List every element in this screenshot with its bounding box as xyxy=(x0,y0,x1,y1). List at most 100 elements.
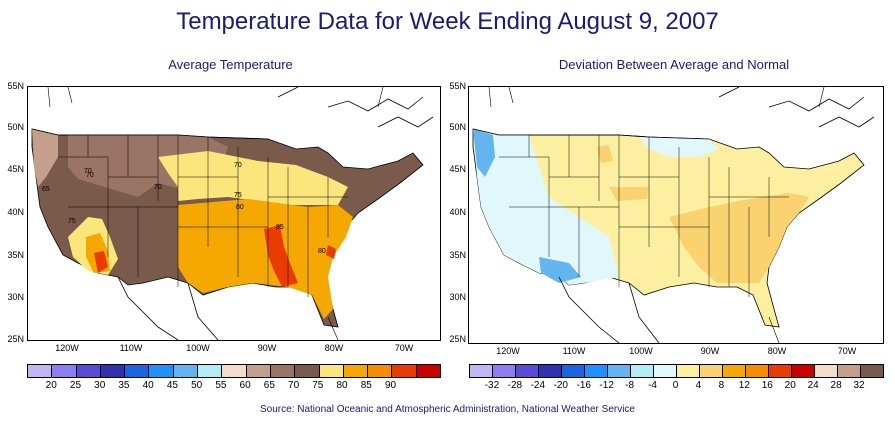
right-legend-swatch xyxy=(654,365,677,377)
mexico-outline xyxy=(117,276,219,340)
right-legend-label: 0 xyxy=(672,380,679,391)
right-lon-label-110w: 110W xyxy=(562,346,586,356)
left-lon-label-90w: 90W xyxy=(257,343,277,353)
right-lat-label-55n: 55N xyxy=(449,81,466,91)
right-lon-label-100w: 100W xyxy=(629,346,653,356)
contour-label-65: 65 xyxy=(42,186,50,193)
left-legend-swatch xyxy=(368,365,393,377)
left-legend-swatch xyxy=(270,365,296,377)
left-legend-swatch xyxy=(149,365,174,377)
southwest-red-region xyxy=(94,251,108,273)
left-legend-swatch xyxy=(76,365,101,377)
right-legend-swatch xyxy=(631,365,654,377)
left-legend-swatch xyxy=(392,365,417,377)
left-legend-label: 90 xyxy=(384,380,397,391)
left-legend-label: 75 xyxy=(312,380,324,391)
left-legend-label: 20 xyxy=(45,380,57,391)
left-map-svg: 70 70 65 70 75 80 85 80 75 70 xyxy=(31,87,434,340)
left-legend-label: 45 xyxy=(166,380,178,391)
right-map-subtitle: Deviation Between Average and Normal xyxy=(558,57,790,72)
contour-label-85: 85 xyxy=(276,224,284,231)
left-legend-label: 85 xyxy=(360,380,372,391)
right-legend-swatch xyxy=(516,365,539,377)
right-lat-label-50n: 50N xyxy=(449,122,466,132)
coast-features-deviation xyxy=(488,87,825,343)
right-lat-label-35n: 35N xyxy=(449,250,466,260)
pink-northwest-region xyxy=(32,129,58,187)
right-legend-swatch xyxy=(677,365,700,377)
contour-label-70-nw: 70 xyxy=(86,172,94,179)
right-legend-label: 8 xyxy=(718,380,725,391)
right-legend-label: 28 xyxy=(830,380,842,391)
left-legend-swatch xyxy=(416,365,441,377)
right-legend-swatch xyxy=(470,365,493,377)
right-legend-bar xyxy=(469,364,884,378)
contour-label-70-central: 70 xyxy=(154,184,162,191)
contour-label-80: 80 xyxy=(236,204,244,211)
right-lat-label-30n: 30N xyxy=(449,292,466,302)
right-lon-label-90w: 90W xyxy=(700,346,720,356)
left-lon-label-120w: 120W xyxy=(55,343,79,353)
left-legend-label: 70 xyxy=(288,380,300,391)
left-lon-label-100w: 100W xyxy=(186,343,210,353)
right-legend-swatch xyxy=(608,365,631,377)
blue-northwest-region xyxy=(473,129,495,177)
left-lon-label-80w: 80W xyxy=(324,343,344,353)
lat-label-45n: 45N xyxy=(7,164,24,174)
left-legend-label: 65 xyxy=(263,380,275,391)
left-legend-label: 35 xyxy=(118,380,130,391)
right-legend-swatch xyxy=(700,365,723,377)
left-legend-label: 40 xyxy=(142,380,154,391)
left-legend-swatch xyxy=(222,365,247,377)
right-legend-swatch xyxy=(769,365,792,377)
right-legend-swatch xyxy=(838,365,861,377)
left-legend-label: 50 xyxy=(191,380,203,391)
left-legend-swatch xyxy=(198,365,223,377)
mexico-outline-deviation xyxy=(558,276,660,343)
contour-label-70-west: 70 xyxy=(84,168,92,175)
right-legend-label: -16 xyxy=(576,380,591,391)
lat-label-35n: 35N xyxy=(7,250,24,260)
right-lat-label-25n: 25N xyxy=(449,334,466,344)
left-legend-swatch xyxy=(343,365,369,377)
orange-north-spot xyxy=(597,145,613,163)
right-legend-label: -28 xyxy=(507,380,523,391)
contour-label-70-north: 70 xyxy=(234,162,242,169)
southeast-red-spot xyxy=(326,245,336,259)
right-legend-label: 4 xyxy=(695,380,702,391)
right-legend-label: 32 xyxy=(853,380,865,391)
lat-label-25n: 25N xyxy=(7,334,24,344)
right-legend-label: -32 xyxy=(484,380,500,391)
contour-label-75-west: 75 xyxy=(68,218,76,225)
contour-label-80-east: 80 xyxy=(318,248,326,255)
right-legend-swatch xyxy=(585,365,608,377)
canada-coast xyxy=(277,87,434,128)
left-legend-label: 25 xyxy=(69,380,82,391)
right-legend-swatch xyxy=(746,365,769,377)
right-legend-label: -24 xyxy=(530,380,546,391)
left-lon-label-110w: 110W xyxy=(119,343,143,353)
right-map-svg xyxy=(472,87,875,343)
left-legend-swatch xyxy=(246,365,271,377)
coast-features xyxy=(47,87,384,340)
left-legend-swatch xyxy=(125,365,150,377)
right-legend-swatch xyxy=(792,365,815,377)
left-legend-label: 55 xyxy=(215,380,227,391)
orange-80-region xyxy=(178,199,353,319)
left-legend-label: 30 xyxy=(94,380,106,391)
canada-coast-deviation xyxy=(718,87,875,128)
right-legend-label: 24 xyxy=(807,380,819,391)
lat-label-50n: 50N xyxy=(7,122,24,132)
state-boundaries-deviation xyxy=(499,135,789,297)
left-legend-label: 80 xyxy=(336,380,348,391)
left-legend-swatch xyxy=(173,365,199,377)
left-lon-label-70w: 70W xyxy=(394,343,414,353)
left-legend-swatch xyxy=(100,365,126,377)
right-legend-label: -12 xyxy=(599,380,614,391)
lat-label-30n: 30N xyxy=(7,292,24,302)
left-map: 70 70 65 70 75 80 85 80 75 70 xyxy=(27,86,441,341)
source-credit: Source: National Oceanic and Atmospheric… xyxy=(259,404,635,415)
left-legend-swatch xyxy=(295,365,320,377)
right-lon-label-80w: 80W xyxy=(767,346,787,356)
right-map xyxy=(468,86,884,344)
